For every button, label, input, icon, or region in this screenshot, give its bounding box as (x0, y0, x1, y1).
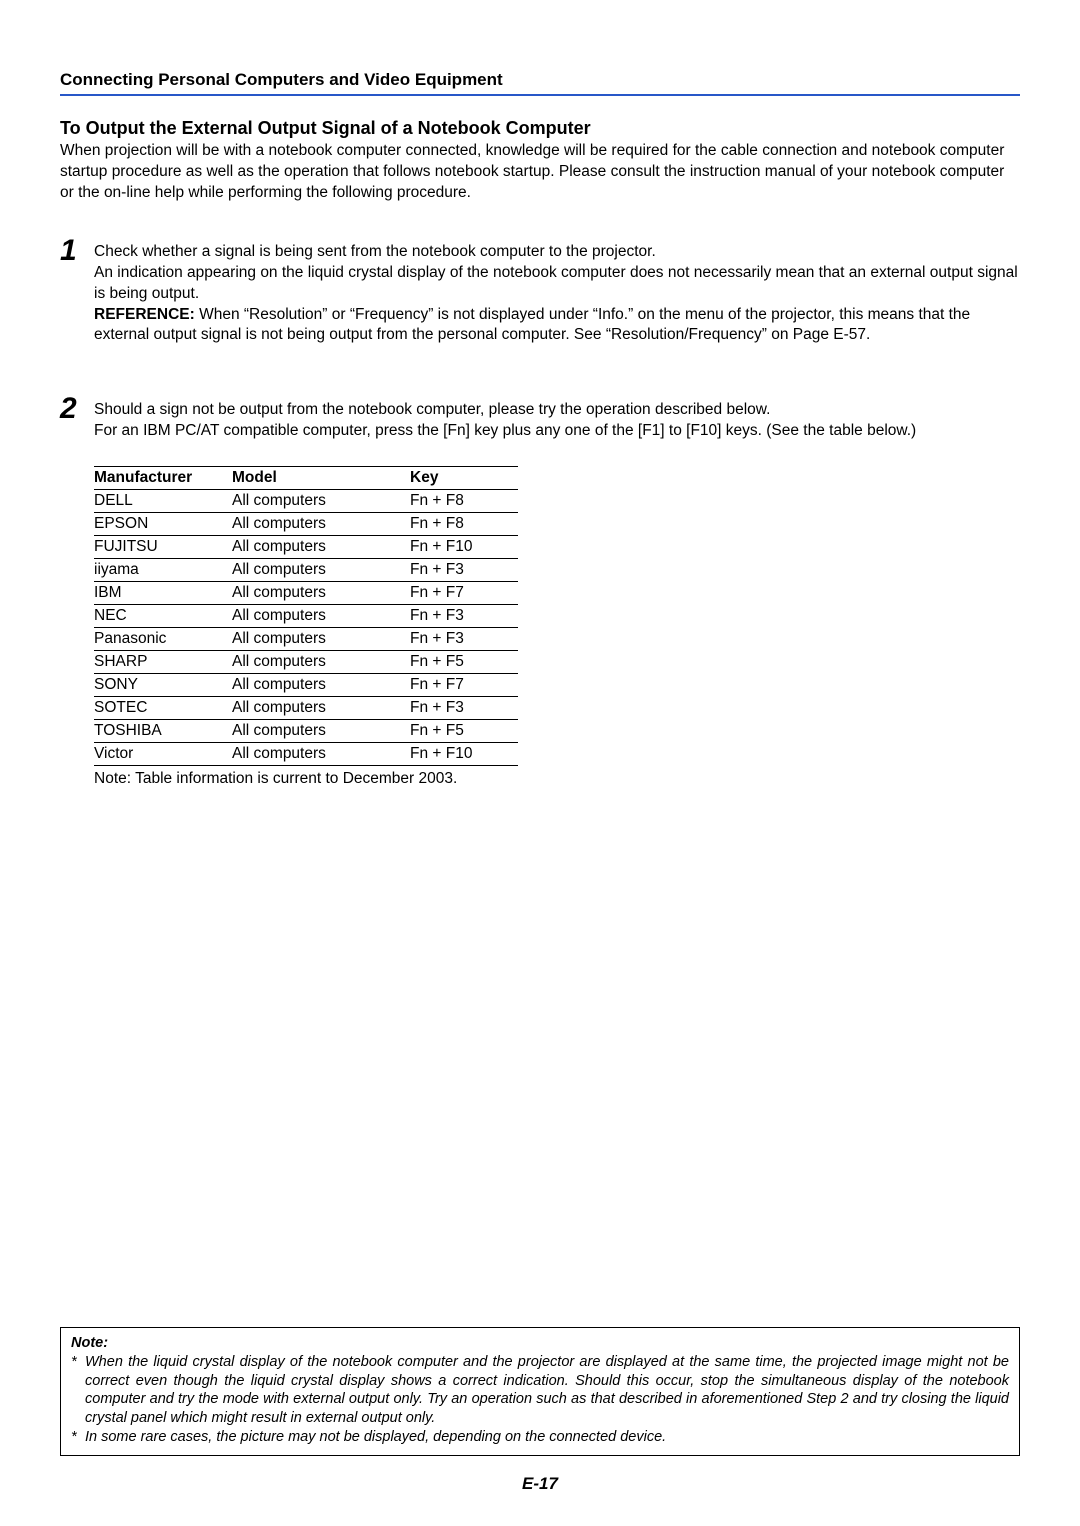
reference-label: REFERENCE: (94, 306, 195, 323)
table-row: DELLAll computersFn + F8 (94, 490, 518, 513)
cell: Fn + F8 (410, 490, 518, 513)
col-key: Key (410, 467, 518, 490)
cell: Victor (94, 743, 232, 766)
cell: All computers (232, 743, 410, 766)
step-number: 1 (60, 236, 94, 266)
table-body: DELLAll computersFn + F8 EPSONAll comput… (94, 490, 518, 766)
cell: All computers (232, 605, 410, 628)
note-item: * In some rare cases, the picture may no… (71, 1428, 1009, 1447)
cell: Fn + F8 (410, 513, 518, 536)
note-label: Note: (71, 1334, 1009, 1353)
cell: EPSON (94, 513, 232, 536)
reference-text: When “Resolution” or “Frequency” is not … (94, 306, 970, 344)
table-header-row: Manufacturer Model Key (94, 467, 518, 490)
col-manufacturer: Manufacturer (94, 467, 232, 490)
step-1: 1 Check whether a signal is being sent f… (60, 236, 1020, 347)
bullet-star: * (71, 1353, 85, 1428)
section-title: To Output the External Output Signal of … (60, 118, 1020, 139)
cell: All computers (232, 490, 410, 513)
note-box: Note: * When the liquid crystal display … (60, 1327, 1020, 1456)
step-body: Check whether a signal is being sent fro… (94, 242, 1020, 347)
cell: Fn + F10 (410, 743, 518, 766)
cell: Fn + F3 (410, 605, 518, 628)
cell: Fn + F5 (410, 651, 518, 674)
step-text: For an IBM PC/AT compatible computer, pr… (94, 422, 916, 439)
cell: All computers (232, 582, 410, 605)
table-row: PanasonicAll computersFn + F3 (94, 628, 518, 651)
step-2: 2 Should a sign not be output from the n… (60, 394, 1020, 442)
table-row: VictorAll computersFn + F10 (94, 743, 518, 766)
cell: TOSHIBA (94, 720, 232, 743)
cell: SOTEC (94, 697, 232, 720)
cell: All computers (232, 674, 410, 697)
note-text: In some rare cases, the picture may not … (85, 1428, 666, 1447)
table-row: NECAll computersFn + F3 (94, 605, 518, 628)
step-number: 2 (60, 394, 94, 424)
cell: SHARP (94, 651, 232, 674)
cell: All computers (232, 513, 410, 536)
cell: IBM (94, 582, 232, 605)
cell: DELL (94, 490, 232, 513)
table-row: TOSHIBAAll computersFn + F5 (94, 720, 518, 743)
cell: Fn + F7 (410, 674, 518, 697)
table-row: SOTECAll computersFn + F3 (94, 697, 518, 720)
table-footnote: Note: Table information is current to De… (94, 770, 1020, 788)
cell: iiyama (94, 559, 232, 582)
cell: Panasonic (94, 628, 232, 651)
table-row: EPSONAll computersFn + F8 (94, 513, 518, 536)
table-row: IBMAll computersFn + F7 (94, 582, 518, 605)
page-number: E-17 (0, 1474, 1080, 1494)
cell: Fn + F7 (410, 582, 518, 605)
cell: All computers (232, 536, 410, 559)
note-text: When the liquid crystal display of the n… (85, 1353, 1009, 1428)
table-row: SONYAll computersFn + F7 (94, 674, 518, 697)
cell: Fn + F5 (410, 720, 518, 743)
table-row: iiyamaAll computersFn + F3 (94, 559, 518, 582)
note-item: * When the liquid crystal display of the… (71, 1353, 1009, 1428)
page-header: Connecting Personal Computers and Video … (60, 70, 1020, 96)
section-intro: When projection will be with a notebook … (60, 141, 1020, 204)
col-model: Model (232, 467, 410, 490)
table-row: SHARPAll computersFn + F5 (94, 651, 518, 674)
table-row: FUJITSUAll computersFn + F10 (94, 536, 518, 559)
cell: NEC (94, 605, 232, 628)
cell: All computers (232, 651, 410, 674)
cell: All computers (232, 697, 410, 720)
cell: Fn + F3 (410, 559, 518, 582)
cell: Fn + F3 (410, 697, 518, 720)
shortcut-key-table: Manufacturer Model Key DELLAll computers… (94, 466, 518, 766)
bullet-star: * (71, 1428, 85, 1447)
step-text: Check whether a signal is being sent fro… (94, 243, 656, 260)
cell: All computers (232, 628, 410, 651)
cell: Fn + F10 (410, 536, 518, 559)
cell: All computers (232, 559, 410, 582)
cell: FUJITSU (94, 536, 232, 559)
cell: All computers (232, 720, 410, 743)
step-body: Should a sign not be output from the not… (94, 400, 1020, 442)
cell: SONY (94, 674, 232, 697)
cell: Fn + F3 (410, 628, 518, 651)
step-text: An indication appearing on the liquid cr… (94, 264, 1018, 302)
step-text: Should a sign not be output from the not… (94, 401, 770, 418)
